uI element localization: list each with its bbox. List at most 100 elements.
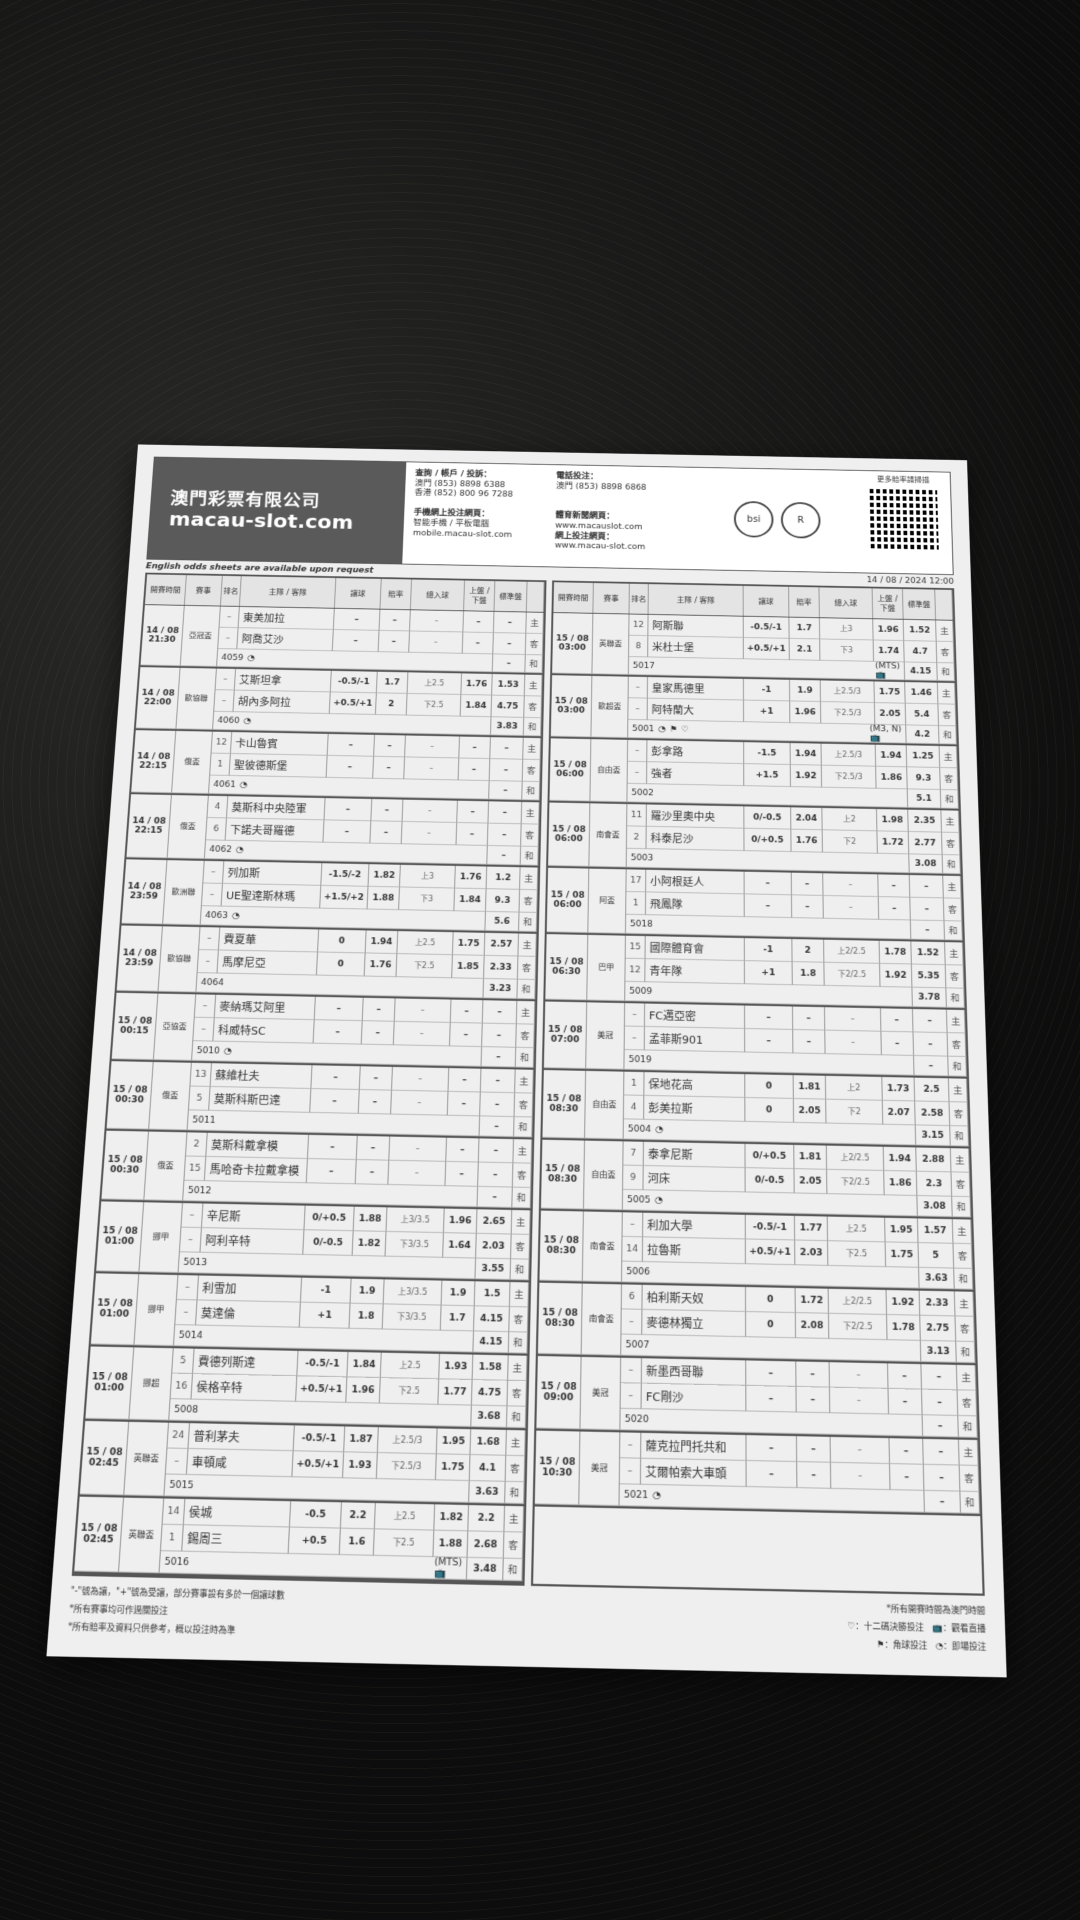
draw-odds: – [479, 1116, 515, 1138]
match-time: 01:00 [99, 1308, 130, 1320]
header-rank: 排名 [629, 583, 649, 614]
home-label: 主 [524, 674, 543, 697]
home-rank: 12 [211, 731, 233, 754]
away-handicap-odds: – [793, 1029, 826, 1055]
header-handicap: 讓球 [743, 585, 790, 617]
away-rank: – [179, 1227, 202, 1253]
draw-label: 和 [952, 1196, 972, 1218]
home-ou-line: – [389, 1136, 448, 1162]
draw-label: 和 [506, 1406, 527, 1429]
away-handicap: – [306, 1159, 357, 1185]
away-handicap-odds: 1.96 [790, 701, 822, 724]
match-date: 15 / 08 [80, 1522, 118, 1535]
match-block: 15 / 08 01:00 挪甲 – 辛尼斯 0/+0.5 1.88 上3/3.5 1.96 2.… [96, 1201, 531, 1283]
draw-odds: 3.23 [483, 978, 518, 999]
away-handicap-odds: – [355, 1160, 390, 1185]
match-block: 15 / 08 07:00 美冠 – FC邁亞密 – – – – – 主 – 孟菲斯901– – – – – 客 5… [543, 1001, 968, 1079]
match-block: 15 / 08 03:00 英聯盃 12 阿斯聯 -0.5/-1 1.7 上3 1.96 1.52… [552, 612, 956, 684]
match-time: 00:15 [119, 1025, 149, 1036]
draw-odds: 3.83 [490, 717, 525, 736]
home-handicap: 0 [318, 929, 367, 954]
left-odds-table: 開賽時間 賽事 排名 主隊 / 客隊 讓球 賠率 總入球 上盤 / 下盤 標準盤 14 / 08 2… [71, 572, 547, 1586]
away-handicap-odds: 2.03 [795, 1240, 829, 1266]
home-handicap-odds: 1.94 [365, 930, 399, 955]
away-handicap-odds: 1.8 [792, 962, 825, 986]
match-code: 5007 [625, 1339, 650, 1351]
away-label: 客 [503, 1532, 524, 1560]
league: 歐協聯 [176, 667, 217, 730]
home-win-odds: – [923, 1438, 960, 1466]
draw-odds: – [910, 920, 945, 941]
league: 俄盃 [172, 730, 213, 794]
away-ou-odds: 1.75 [435, 1454, 471, 1482]
away-team: UE聖達斯林瑪 [221, 883, 322, 909]
news-url: www.macauslot.com [555, 521, 643, 532]
home-win-odds: 2.57 [484, 932, 519, 957]
home-win-odds: 2.33 [919, 1290, 956, 1317]
away-ou-line: 下3/3.5 [382, 1304, 442, 1331]
away-label: 客 [524, 696, 543, 719]
match-time: 06:00 [553, 899, 582, 910]
legend-tv: ：觀看直播 [942, 1622, 986, 1634]
away-handicap: – [310, 1089, 360, 1114]
match-date: 15 / 08 [541, 1307, 579, 1319]
enquiry-hk: 香港 (852) 800 96 7288 [414, 489, 514, 500]
draw-label: 和 [954, 1268, 974, 1290]
penalty-icon: ♡ [681, 724, 689, 735]
draw-odds: 3.55 [475, 1258, 512, 1280]
match-code: 5008 [173, 1404, 199, 1416]
match-date: 15 / 08 [85, 1446, 124, 1458]
draw-odds: – [922, 1415, 959, 1438]
inplay-icon: ◔ [239, 780, 248, 790]
away-handicap-odds: – [797, 1462, 832, 1489]
home-ou-odds: 1.76 [461, 673, 493, 696]
match-code: 4064 [200, 977, 225, 988]
away-handicap-odds: – [370, 821, 403, 845]
home-ou-odds: 1.94 [883, 1146, 917, 1172]
away-win-odds: – [922, 1389, 959, 1417]
enquiry-macau: 澳門 (853) 8898 6388 [414, 479, 506, 490]
match-time: 01:00 [104, 1235, 135, 1247]
away-team: 莫達倫 [195, 1300, 301, 1328]
away-rank: – [620, 1383, 642, 1410]
home-handicap: -1.5/-2 [321, 863, 370, 887]
match-code: 5017 [632, 661, 655, 671]
home-handicap: – [745, 1005, 794, 1030]
away-rank: 15 [184, 1156, 207, 1182]
kickoff-time: 15 / 08 00:30 [101, 1130, 149, 1201]
draw-label: 和 [942, 855, 961, 875]
inplay-icon: ◔ [246, 653, 255, 663]
away-ou-line: 下2.5/3 [821, 765, 877, 789]
home-handicap-odds: – [791, 872, 824, 896]
header-handicap-odds: 賠率 [380, 578, 413, 610]
away-team: 河床 [643, 1165, 746, 1193]
away-rank: 4 [623, 1095, 645, 1120]
away-team: 科威特SC [213, 1018, 315, 1044]
inplay-icon: ◔ [243, 716, 252, 726]
away-win-odds: 9.3 [485, 889, 521, 913]
home-ou-odds: – [459, 736, 491, 760]
away-rank: – [197, 950, 219, 974]
certifications: bsi R [697, 468, 858, 573]
home-rank: 1 [624, 1071, 645, 1096]
match-date: 15 / 08 [107, 1154, 144, 1166]
home-ou-line: 上2 [825, 1075, 883, 1101]
match-time: 09:00 [543, 1391, 574, 1403]
home-handicap-odds: – [796, 1436, 831, 1463]
match-code: 5016 [164, 1556, 190, 1568]
match-time: 02:45 [88, 1457, 120, 1469]
home-win-odds: – [909, 875, 944, 899]
away-rank: – [214, 690, 235, 713]
qr-label: 更多賠率請掃描 [876, 475, 930, 485]
away-rank: 1 [160, 1524, 184, 1552]
home-rank: – [215, 668, 237, 691]
home-handicap-odds: 2.04 [791, 807, 823, 831]
home-rank: – [181, 1203, 204, 1229]
away-win-odds: 5 [918, 1243, 955, 1269]
match-code: 4061 [213, 779, 236, 790]
note-reference: *所有賠率及資料只供參考，概以投注時為準 [67, 1621, 236, 1636]
away-handicap: – [323, 820, 372, 844]
home-win-odds: 1.52 [911, 941, 946, 966]
match-date: 15 / 08 [102, 1225, 139, 1237]
home-handicap: – [324, 798, 373, 822]
